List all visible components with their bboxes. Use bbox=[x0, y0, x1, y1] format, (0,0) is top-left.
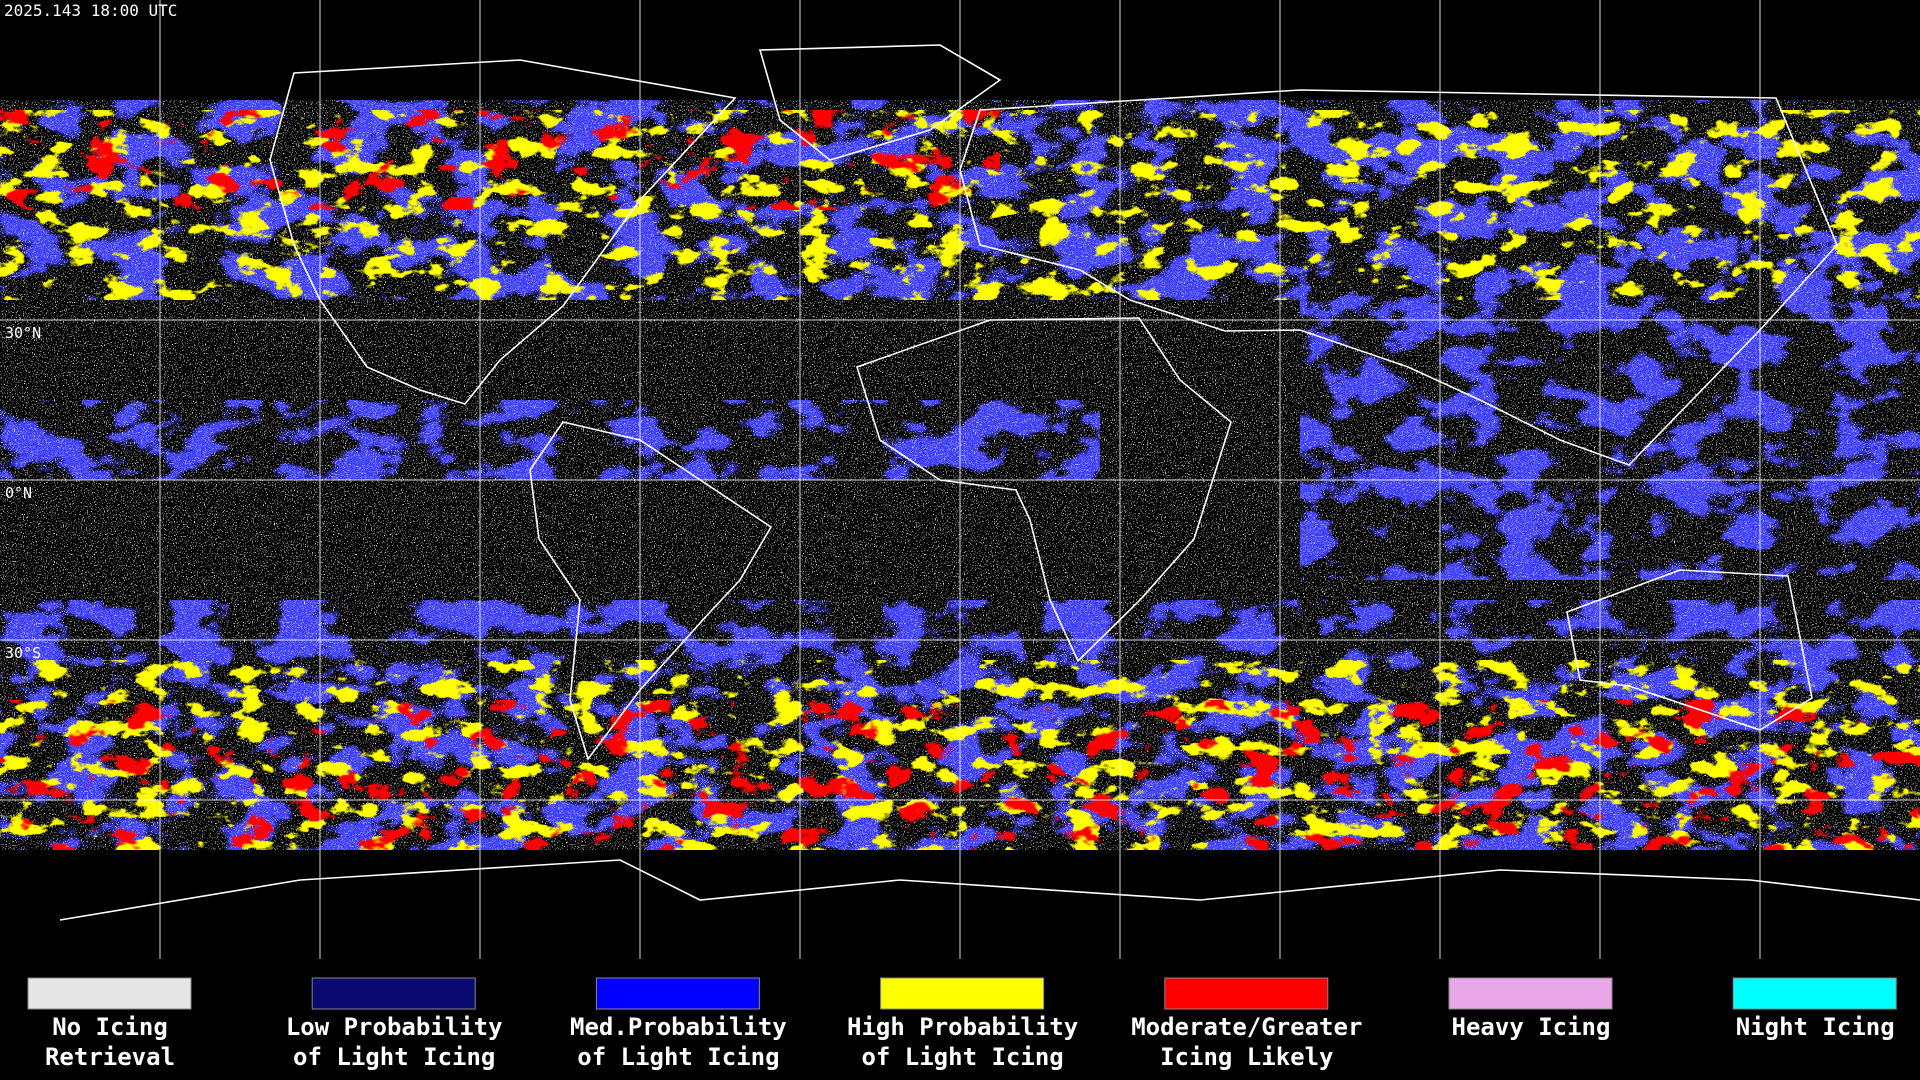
map-area: 30°N 0°N 30°S 2025.143 18:00 UTC bbox=[0, 0, 1920, 959]
legend-swatch bbox=[1732, 977, 1897, 1010]
legend-label: No Icing bbox=[52, 1013, 168, 1041]
north-moderate bbox=[0, 110, 1000, 210]
legend-label: Med.Probability bbox=[570, 1013, 787, 1041]
legend-label: High Probability bbox=[847, 1013, 1078, 1041]
legend-label: of Light Icing bbox=[861, 1043, 1063, 1071]
legend-label: of Light Icing bbox=[293, 1043, 495, 1071]
africa bbox=[856, 317, 1232, 663]
legend-swatch bbox=[880, 977, 1045, 1010]
australia bbox=[1566, 569, 1813, 731]
legend-swatch bbox=[1164, 977, 1329, 1010]
latitude-label: 0°N bbox=[5, 484, 32, 502]
legend-swatch bbox=[311, 977, 476, 1010]
legend-swatch bbox=[595, 977, 760, 1010]
coastlines bbox=[59, 44, 1920, 921]
latitude-label: 30°S bbox=[5, 644, 41, 662]
legend-label: Moderate/Greater bbox=[1131, 1013, 1362, 1041]
timestamp: 2025.143 18:00 UTC bbox=[4, 1, 177, 20]
greenland bbox=[758, 44, 1002, 161]
legend-label: Low Probability bbox=[286, 1013, 503, 1041]
legend-swatch bbox=[1448, 977, 1613, 1010]
antarctica bbox=[59, 859, 1920, 921]
north-america bbox=[269, 59, 737, 405]
latitude-labels: 30°N 0°N 30°S bbox=[5, 324, 41, 662]
legend-label: Retrieval bbox=[45, 1043, 175, 1071]
legend-swatch bbox=[27, 977, 192, 1010]
legend-label: of Light Icing bbox=[577, 1043, 779, 1071]
legend-label: Heavy Icing bbox=[1452, 1013, 1611, 1041]
south-america bbox=[529, 421, 773, 761]
legend-label: Night Icing bbox=[1736, 1013, 1895, 1041]
legend-label: Icing Likely bbox=[1160, 1043, 1333, 1071]
eurasia bbox=[959, 89, 1838, 466]
latitude-label: 30°N bbox=[5, 324, 41, 342]
graticule bbox=[0, 0, 1920, 959]
